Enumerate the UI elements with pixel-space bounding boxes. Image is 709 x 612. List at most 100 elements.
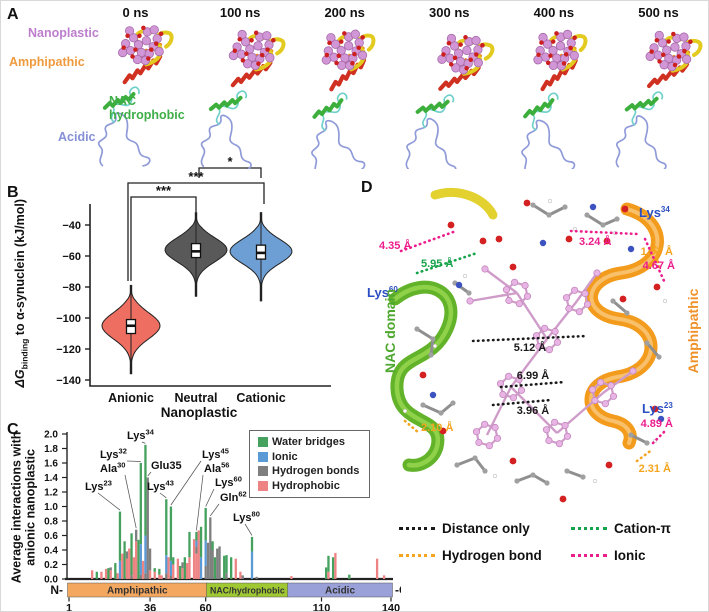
bar-segment xyxy=(218,546,221,580)
region-label-nanoplastic: Nanoplastic xyxy=(28,26,99,40)
residue-label-lys34: Lys34 xyxy=(639,205,670,220)
bar-segment xyxy=(144,444,147,536)
domain-label: Acidic xyxy=(325,586,355,597)
bar-segment xyxy=(197,530,200,579)
annotation-leader xyxy=(205,488,215,507)
legend-item-water_bridges: Water bridges xyxy=(258,436,359,448)
bar-segment xyxy=(91,570,94,579)
legend-label: Cation-π xyxy=(614,521,671,536)
domain-label: NAC/hydrophobic xyxy=(210,586,285,596)
significance-bracket xyxy=(198,167,262,178)
significance-bracket xyxy=(130,196,197,281)
legend-dotted-swatch xyxy=(399,527,435,530)
simulation-frame: 400 ns xyxy=(505,5,602,169)
simulation-frame: 200 ns xyxy=(296,5,393,169)
bar-segment xyxy=(125,558,129,579)
y-tick-label: −140 xyxy=(56,375,81,387)
protein-structure-snapshot xyxy=(296,21,393,169)
legend-label: Ionic xyxy=(272,450,298,463)
legend-label: Ionic xyxy=(614,548,646,563)
distance-label: 4.67 Å xyxy=(643,259,675,272)
bar-segment xyxy=(176,558,180,579)
bar-segment xyxy=(290,576,293,579)
bar-segment xyxy=(216,548,219,579)
nanoplastic-polymer xyxy=(466,265,637,450)
bar-segment xyxy=(204,540,207,566)
bar-segment xyxy=(209,517,212,580)
bar-segment xyxy=(148,548,152,571)
legend-item-hydrogen_bonds: Hydrogen bonds xyxy=(258,465,359,477)
distance-line-cation_pi xyxy=(415,251,479,275)
panel-b-label: B xyxy=(7,184,19,201)
bar-segment xyxy=(250,551,254,579)
simulation-frame: 100 ns xyxy=(192,5,289,169)
violin-anionic xyxy=(101,284,161,375)
x-category-label: Cationic xyxy=(236,391,285,405)
bar-segment xyxy=(123,541,126,579)
bar-segment xyxy=(239,571,242,579)
residue-annotation: Glu35 xyxy=(151,460,182,472)
protein-structure-snapshot xyxy=(505,21,602,169)
bar-segment xyxy=(153,571,156,579)
distance-line-ionic xyxy=(399,229,458,253)
annotation-leader xyxy=(244,523,253,536)
bar-segment xyxy=(121,553,124,580)
residue-annotation: Lys45 xyxy=(202,447,229,462)
bar-segment xyxy=(195,540,198,547)
legend-swatch xyxy=(258,480,268,491)
y-tick-label: 1.6 xyxy=(44,459,58,470)
atom-spheres xyxy=(402,198,668,503)
distance-label: 5.95 Å xyxy=(421,257,453,270)
distance-line-distance_only xyxy=(491,398,553,407)
bar-segment xyxy=(181,562,184,569)
legend-dotted-swatch xyxy=(571,554,607,557)
bar-segment xyxy=(334,552,337,579)
protein-structure-snapshot xyxy=(401,21,498,169)
annotation-leader xyxy=(196,474,204,531)
y-tick-label: 0.4 xyxy=(44,546,58,557)
y-tick-label: 1.0 xyxy=(44,502,58,513)
panel-a-label: A xyxy=(7,6,19,23)
bar-segment xyxy=(183,557,186,579)
bar-segment xyxy=(188,531,191,558)
bar-segment xyxy=(158,574,161,579)
bar-segment xyxy=(144,573,147,579)
x-tick-label: 36 xyxy=(144,603,156,612)
distance-line-distance_only xyxy=(499,380,567,389)
significance-stars: *** xyxy=(156,183,172,198)
y-tick-label: 0.8 xyxy=(44,517,58,528)
frame-time-label: 200 ns xyxy=(324,5,365,20)
bar-segment xyxy=(104,568,108,579)
bar-segment xyxy=(185,563,189,579)
bar-segment xyxy=(125,551,129,559)
legend-label: Water bridges xyxy=(272,436,345,448)
distance-line-ionic xyxy=(643,237,667,285)
panel-b-violin-chart: −40−60−80−100−120−140*******Anionic Neutr… xyxy=(56,156,331,420)
bar-segment xyxy=(199,526,203,558)
y-tick-label: −120 xyxy=(56,344,81,356)
distance-label: 6.99 Å xyxy=(517,369,549,382)
legend-label: Hydrogen bonds xyxy=(272,465,360,477)
y-tick-label: −40 xyxy=(62,220,81,232)
significance-bracket xyxy=(127,182,265,281)
legend-swatch xyxy=(258,437,268,447)
frame-time-label: 400 ns xyxy=(533,5,575,20)
violin-cationic xyxy=(229,212,293,302)
residue-annotation: Ala56 xyxy=(204,461,229,476)
bar-segment xyxy=(172,557,175,565)
distance-label: 3.96 Å xyxy=(517,404,549,417)
bar-segment xyxy=(195,553,198,580)
nac-domain-label: NAC domain xyxy=(382,289,398,373)
region-label-acidic: Acidic xyxy=(58,130,96,144)
frame-time-label: 500 ns xyxy=(638,5,679,20)
bar-segment xyxy=(225,555,228,574)
annotation-leader xyxy=(170,460,202,506)
bar-segment xyxy=(165,573,168,579)
legend-item-ionic: Ionic xyxy=(258,451,359,463)
bar-segment xyxy=(250,536,254,552)
x-tick-label: 1 xyxy=(66,603,72,612)
legend-label: Hydrogen bond xyxy=(442,548,542,563)
bar-segment xyxy=(137,539,140,579)
bar-segment xyxy=(255,576,258,579)
